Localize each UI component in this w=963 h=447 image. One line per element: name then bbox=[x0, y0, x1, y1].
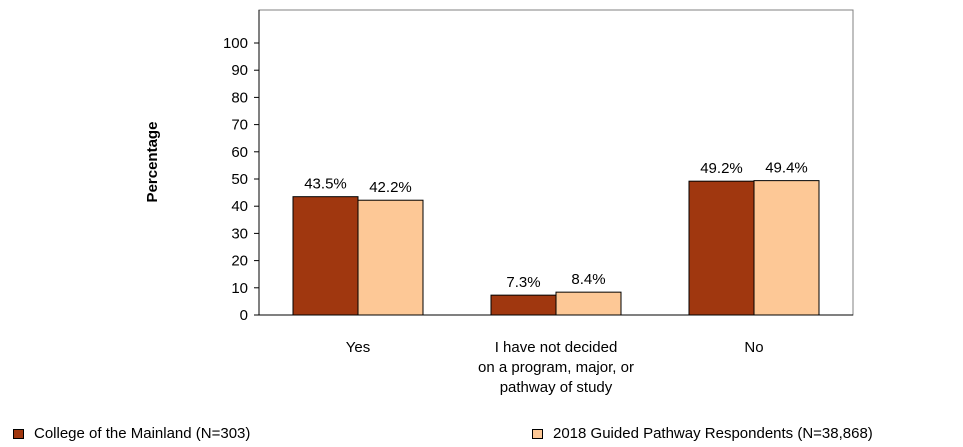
data-labels: 43.5% 42.2% 7.3% 8.4% 49.2% 49.4% bbox=[304, 160, 808, 292]
y-tick-label: 20 bbox=[231, 253, 248, 270]
y-tick-label: 30 bbox=[231, 225, 248, 242]
bar-value-label: 42.2% bbox=[369, 179, 412, 196]
bar-value-label: 8.4% bbox=[571, 271, 605, 288]
legend-swatch-series-1 bbox=[13, 428, 24, 439]
y-axis-title: Percentage bbox=[144, 122, 161, 203]
legend-label-series-2: 2018 Guided Pathway Respondents (N=38,86… bbox=[553, 425, 873, 442]
y-tick-label: 70 bbox=[231, 117, 248, 134]
legend-label-series-1: College of the Mainland (N=303) bbox=[34, 425, 251, 442]
bars bbox=[292, 180, 820, 316]
bar-series-2 bbox=[753, 180, 820, 316]
y-tick-label: 60 bbox=[231, 144, 248, 161]
bar-series-1 bbox=[292, 196, 359, 316]
legend-swatch-series-2 bbox=[532, 428, 543, 439]
legend-item-series-1: College of the Mainland (N=303) bbox=[13, 425, 250, 442]
y-tick-label: 40 bbox=[231, 198, 248, 215]
bar-series-2 bbox=[357, 199, 424, 316]
bar-series-2 bbox=[555, 291, 622, 316]
legend-item-series-2: 2018 Guided Pathway Respondents (N=38,86… bbox=[532, 425, 873, 442]
y-tick-label: 0 bbox=[240, 307, 248, 324]
y-tick-label: 10 bbox=[231, 280, 248, 297]
y-tick-label: 50 bbox=[231, 171, 248, 188]
bar-series-1 bbox=[688, 180, 755, 316]
bar-value-label: 43.5% bbox=[304, 176, 347, 193]
x-tick-label: on a program, major, or bbox=[478, 359, 634, 376]
y-tick-label: 90 bbox=[231, 62, 248, 79]
bar-series-1 bbox=[490, 294, 557, 316]
x-tick-label: Yes bbox=[346, 339, 370, 356]
x-tick-label: pathway of study bbox=[500, 379, 613, 396]
y-tick-label: 80 bbox=[231, 89, 248, 106]
x-tick-label: No bbox=[744, 339, 763, 356]
y-tick-label: 100 bbox=[223, 35, 248, 52]
bar-value-label: 49.4% bbox=[765, 160, 808, 177]
bar-value-label: 7.3% bbox=[506, 274, 540, 291]
y-axis-ticks: 0 10 20 30 40 50 60 70 80 90 100 bbox=[223, 35, 259, 324]
bar-value-label: 49.2% bbox=[700, 160, 743, 177]
x-tick-label: I have not decided bbox=[495, 339, 618, 356]
x-axis-labels: Yes I have not decided on a program, major… bbox=[346, 339, 764, 396]
